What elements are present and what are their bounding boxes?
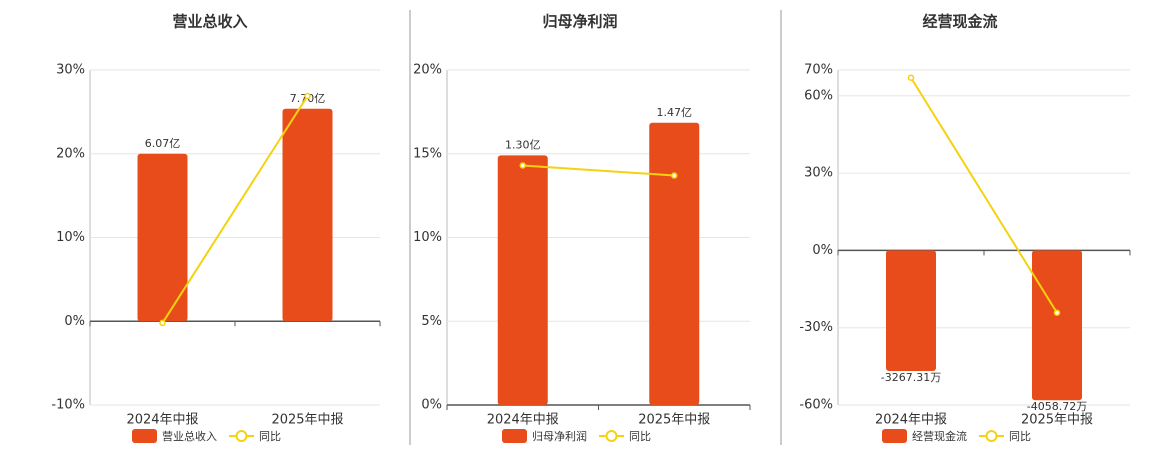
bar [886, 250, 936, 372]
line-point [907, 74, 915, 81]
line-point [519, 162, 526, 169]
legend-swatch [985, 430, 998, 442]
x-tick-label: 2025年中报 [1021, 413, 1093, 428]
y-tick-label: 0% [421, 398, 442, 413]
y-tick-label: -60% [799, 398, 833, 413]
bar [282, 108, 333, 322]
data-label: 1.30亿 [505, 138, 541, 151]
y-tick-label: 30% [804, 166, 833, 181]
line [161, 95, 309, 324]
bar [497, 155, 548, 405]
y-tick-label: 30% [56, 63, 85, 78]
line-point [1053, 309, 1061, 316]
bar [137, 153, 188, 322]
legend-swatch [882, 429, 907, 443]
legend-label: 营业总收入 [162, 429, 217, 443]
line-point [671, 172, 678, 179]
legend-swatch [132, 429, 157, 443]
y-tick-label: -30% [799, 320, 833, 335]
data-label: 1.47亿 [657, 106, 693, 119]
x-tick-label: 2025年中报 [271, 413, 343, 428]
y-tick-label: 0% [812, 243, 833, 258]
y-tick-label: 60% [804, 88, 833, 103]
line-point [159, 319, 166, 327]
y-tick-label: 15% [413, 146, 442, 161]
y-tick-label: 10% [56, 230, 85, 245]
y-tick-label: 20% [413, 63, 442, 78]
chart-title: 归母净利润 [542, 13, 617, 31]
legend-label: 归母净利润 [532, 429, 587, 443]
bar [649, 122, 700, 405]
y-tick-label: -10% [51, 398, 85, 413]
legend-label: 经营现金流 [912, 429, 967, 443]
y-tick-label: 20% [56, 146, 85, 161]
legend-swatch [235, 430, 248, 442]
x-tick-label: 2024年中报 [487, 413, 559, 428]
chart-title: 营业总收入 [172, 13, 247, 31]
legend-swatch [605, 430, 618, 442]
x-tick-label: 2025年中报 [638, 413, 710, 428]
data-label: -3267.31万 [881, 371, 941, 384]
legend-swatch [502, 429, 527, 443]
line-point [304, 92, 311, 100]
legend-label: 同比 [259, 430, 281, 443]
y-tick-label: 10% [413, 230, 442, 245]
x-tick-label: 2024年中报 [875, 413, 947, 428]
line [910, 77, 1058, 314]
line [522, 164, 675, 177]
chart-title: 经营现金流 [922, 13, 997, 31]
legend-label: 同比 [629, 430, 651, 443]
data-label: 6.07亿 [145, 137, 181, 150]
y-tick-label: 0% [64, 314, 85, 329]
data-label: -4058.72万 [1027, 400, 1087, 413]
y-tick-label: 70% [804, 63, 833, 78]
x-tick-label: 2024年中报 [126, 413, 198, 428]
legend-label: 同比 [1009, 430, 1031, 443]
bar [1032, 250, 1082, 401]
y-tick-label: 5% [421, 314, 442, 329]
